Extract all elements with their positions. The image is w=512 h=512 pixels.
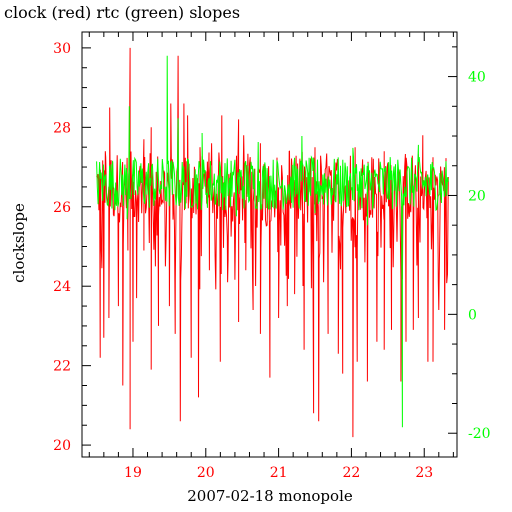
y2-tick-label: -20 <box>468 426 491 442</box>
series-layer <box>96 47 449 438</box>
x-tick-label: 20 <box>197 465 215 481</box>
y-tick-label: 26 <box>53 200 71 216</box>
chart-title: clock (red) rtc (green) slopes <box>4 3 240 22</box>
y-tick-label: 24 <box>53 279 71 295</box>
y-axis-title: clockslope <box>10 203 28 283</box>
y-tick-label: 30 <box>53 41 71 57</box>
x-tick-label: 21 <box>270 465 288 481</box>
y2-tick-label: 40 <box>468 70 486 86</box>
plot-frame <box>81 31 458 458</box>
axis-layer: 19 20 21 22 23 20 22 24 26 28 30 -20 0 20 40 <box>53 32 491 481</box>
x-tick-label: 19 <box>124 465 142 481</box>
x-axis-title: 2007-02-18 monopole <box>187 487 353 505</box>
y2-tick-label: 20 <box>468 188 486 204</box>
x-tick-label: 22 <box>343 465 361 481</box>
y-tick-label: 22 <box>53 359 71 375</box>
y-tick-label: 20 <box>53 438 71 454</box>
x-tick-label: 23 <box>415 465 433 481</box>
series-line-rtc <box>96 55 449 428</box>
y2-tick-label: 0 <box>468 307 477 323</box>
series-line-clock <box>96 47 449 438</box>
y-tick-label: 28 <box>53 120 71 136</box>
